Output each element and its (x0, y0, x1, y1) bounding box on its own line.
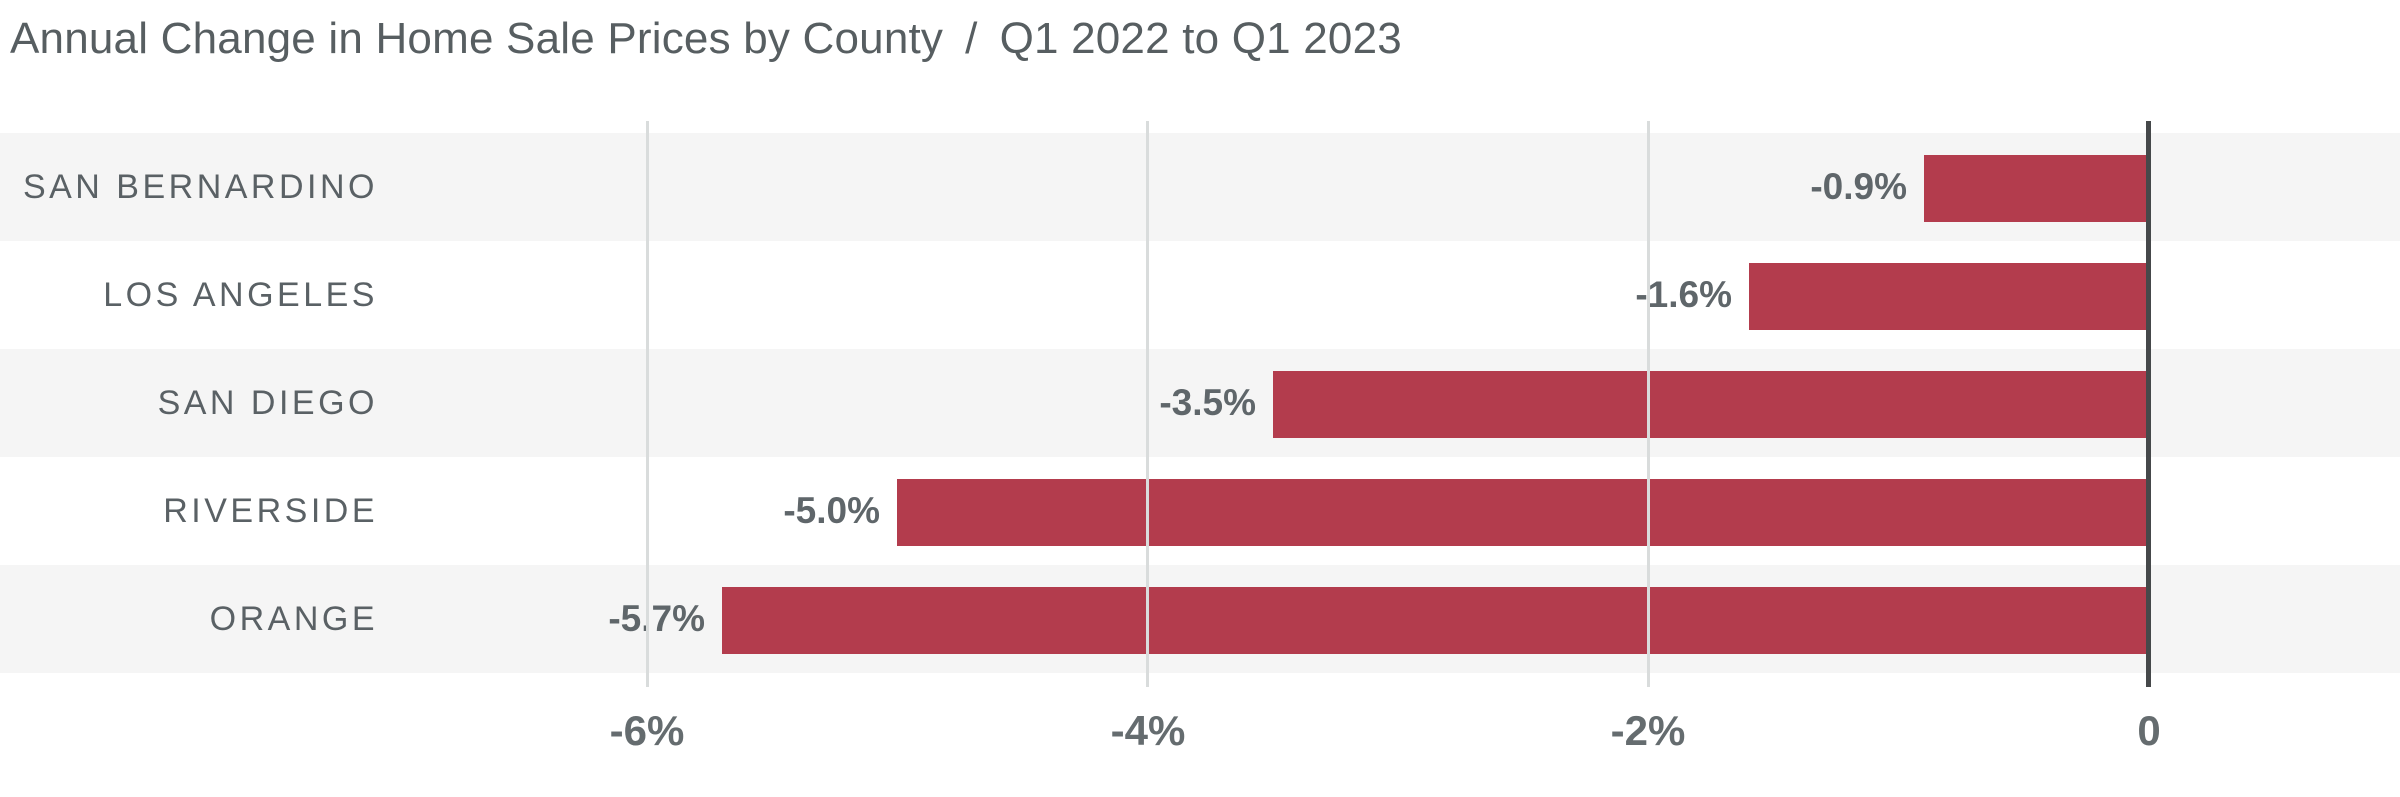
category-label: LOS ANGELES (103, 276, 378, 314)
zero-axis-line (2146, 121, 2151, 687)
x-tick-label-0: 0 (2137, 707, 2161, 754)
x-tick-label--2%: -2% (1610, 707, 1686, 754)
category-label: SAN DIEGO (157, 384, 378, 422)
bar-san-bernardino[interactable] (1924, 155, 2149, 222)
bar-orange[interactable] (722, 587, 2149, 654)
gridline--6% (646, 121, 649, 687)
chart-title-period: Q1 2022 to Q1 2023 (999, 14, 1402, 63)
x-tick-label--4%: -4% (1110, 707, 1186, 754)
gridline--4% (1146, 121, 1149, 687)
bar-los-angeles[interactable] (1749, 263, 2149, 330)
value-label: -3.5% (1159, 382, 1256, 423)
bar-san-diego[interactable] (1273, 371, 2149, 438)
value-label: -0.9% (1810, 166, 1907, 207)
category-label: SAN BERNARDINO (22, 168, 378, 206)
gridline--2% (1647, 121, 1650, 687)
bar-riverside[interactable] (897, 479, 2149, 546)
value-label: -5.7% (608, 598, 705, 639)
value-label: -1.6% (1635, 274, 1732, 315)
chart-title-main: Annual Change in Home Sale Prices by Cou… (10, 14, 944, 63)
chart-title: Annual Change in Home Sale Prices by Cou… (10, 14, 1402, 64)
x-tick-label--6%: -6% (609, 707, 685, 754)
chart-title-separator: / (965, 14, 978, 63)
category-label: ORANGE (209, 600, 378, 638)
value-label: -5.0% (783, 490, 880, 531)
category-label: RIVERSIDE (163, 492, 378, 530)
